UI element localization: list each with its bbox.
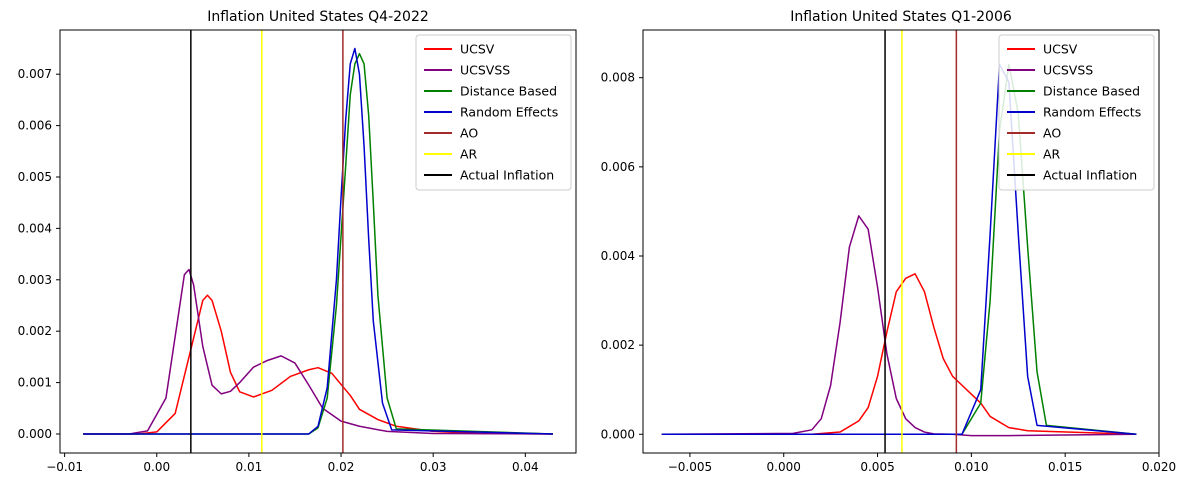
chart-1-frame — [59, 29, 577, 454]
chart-1-x-tick-label: 0.02 — [328, 460, 355, 474]
chart-1: Inflation United States Q4-2022 −0.01 0.0… — [18, 9, 577, 474]
chart-1-y-tick-label: 0.001 — [18, 376, 52, 390]
chart-1-series-ucsv-line — [83, 294, 553, 435]
chart-1-y-tick-label: 0.002 — [18, 324, 52, 338]
chart-2-y-tick-label: 0.006 — [601, 160, 635, 174]
chart-2-legend-label-distance-based: Distance Based — [1043, 84, 1140, 99]
chart-1-x-axis: −0.01 0.00 0.01 0.02 0.03 0.04 — [46, 453, 539, 474]
chart-1-y-tick-label: 0.005 — [18, 170, 52, 184]
chart-2-y-tick-label: 0.000 — [601, 427, 635, 441]
chart-2-legend-label-actual-inflation: Actual Inflation — [1043, 168, 1137, 183]
chart-1-y-tick-label: 0.007 — [18, 67, 52, 81]
chart-1-x-tick-label: 0.04 — [512, 460, 539, 474]
chart-2-legend-label-ar: AR — [1043, 147, 1061, 162]
chart-1-lines — [83, 30, 553, 453]
chart-2-x-tick-label: 0.020 — [1142, 460, 1176, 474]
chart-1-x-tick-label: 0.01 — [236, 460, 263, 474]
chart-2-frame — [642, 29, 1160, 454]
chart-1-title: Inflation United States Q4-2022 — [207, 9, 429, 25]
chart-1-x-tick-label: 0.00 — [143, 460, 170, 474]
chart-1-x-tick-label: 0.03 — [420, 460, 447, 474]
chart-2-legend-label-random-effects: Random Effects — [1043, 105, 1141, 120]
chart-2-x-tick-label: 0.000 — [767, 460, 801, 474]
chart-2-legend-box — [998, 34, 1155, 191]
chart-2-x-tick-label: −0.005 — [668, 460, 712, 474]
chart-2-x-axis: −0.005 0.000 0.005 0.010 0.015 0.020 — [668, 453, 1176, 474]
chart-2: Inflation United States Q1-2006 −0.005 0.… — [601, 9, 1177, 474]
chart-2-title: Inflation United States Q1-2006 — [790, 9, 1012, 25]
chart-2-x-tick-label: 0.010 — [954, 460, 988, 474]
chart-1-legend-label-ao: AO — [460, 126, 478, 141]
chart-2-y-tick-label: 0.002 — [601, 338, 635, 352]
chart-1-legend-label-ucsv: UCSV — [460, 42, 495, 57]
chart-1-legend-label-ucsvss: UCSVSS — [460, 63, 510, 78]
chart-1-legend: UCSV UCSVSS Distance Based Random Effects AO… — [415, 34, 572, 191]
chart-2-legend: UCSV UCSVSS Distance Based Random Effects AO… — [998, 34, 1155, 191]
chart-1-y-tick-label: 0.004 — [18, 221, 52, 235]
chart-1-series-ucsvss-line — [83, 268, 553, 435]
chart-2-series-ucsv-line — [661, 273, 1137, 436]
chart-2-x-tick-label: 0.015 — [1048, 460, 1082, 474]
chart-2-y-axis: 0.000 0.002 0.004 0.006 0.008 — [601, 71, 643, 441]
chart-2-legend-label-ucsv: UCSV — [1043, 42, 1078, 57]
chart-1-x-tick-label: −0.01 — [46, 460, 83, 474]
chart-2-y-tick-label: 0.004 — [601, 249, 635, 263]
chart-1-y-tick-label: 0.000 — [18, 427, 52, 441]
chart-2-legend-label-ao: AO — [1043, 126, 1061, 141]
chart-1-legend-label-actual-inflation: Actual Inflation — [460, 168, 554, 183]
chart-1-y-axis: 0.000 0.001 0.002 0.003 0.004 0.005 0.006 0.007 — [18, 67, 60, 441]
chart-2-y-tick-label: 0.008 — [601, 71, 635, 85]
chart-1-legend-label-ar: AR — [460, 147, 478, 162]
chart-1-legend-label-random-effects: Random Effects — [460, 105, 558, 120]
chart-1-y-tick-label: 0.006 — [18, 119, 52, 133]
chart-2-legend-label-ucsvss: UCSVSS — [1043, 63, 1093, 78]
chart-2-series-ucsvss-line — [661, 215, 1137, 437]
chart-1-series-random-effects-line — [83, 47, 553, 435]
chart-1-legend-label-distance-based: Distance Based — [460, 84, 557, 99]
chart-2-x-tick-label: 0.005 — [860, 460, 894, 474]
chart-1-y-tick-label: 0.003 — [18, 273, 52, 287]
chart-1-legend-box — [415, 34, 572, 191]
